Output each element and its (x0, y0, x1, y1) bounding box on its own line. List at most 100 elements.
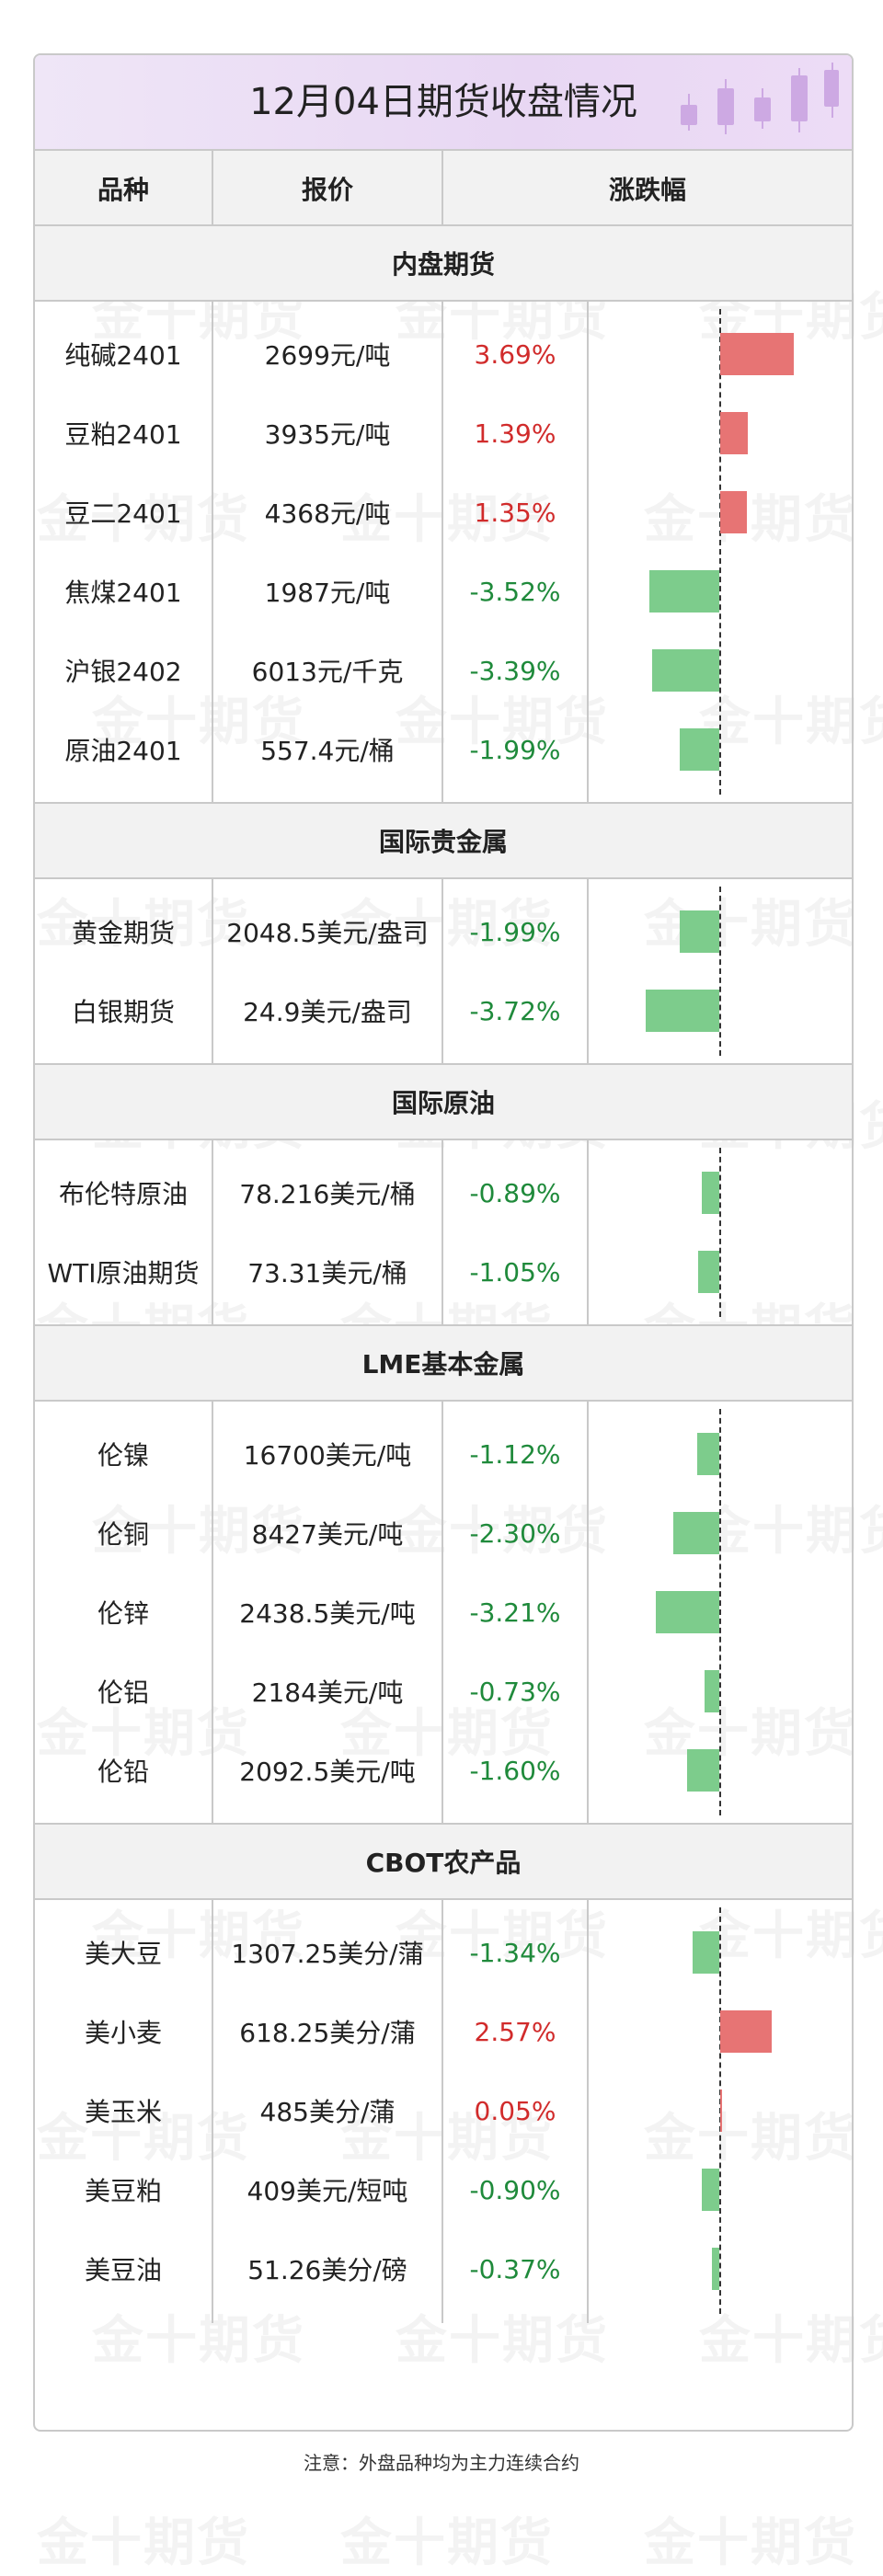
variety-name: WTI原油期货 (47, 1258, 200, 1288)
change-bar (680, 728, 719, 771)
price-value: 2699元/吨 (264, 340, 391, 371)
change-bar (720, 412, 749, 454)
variety-name: 美豆油 (84, 2255, 162, 2285)
change-bar (720, 333, 794, 375)
price-value: 51.26美分/磅 (247, 2255, 407, 2285)
price-value: 24.9美元/盎司 (243, 997, 412, 1027)
table-row: 伦锌 2438.5美元/吨 -3.21% (35, 1573, 852, 1652)
variety-name: 伦铅 (97, 1757, 149, 1787)
change-bar (701, 1172, 719, 1214)
change-percent: -0.37% (469, 2253, 561, 2284)
price-value: 16700美元/吨 (243, 1440, 412, 1471)
column-header-variety: 品种 (97, 175, 149, 205)
zero-baseline (719, 309, 721, 795)
watermark-text: 金十期货 (644, 2502, 857, 2576)
table-row: 伦镍 16700美元/吨 -1.12% (35, 1414, 852, 1494)
change-bar (648, 570, 719, 613)
change-percent: -1.99% (469, 734, 561, 765)
change-percent: -2.30% (469, 1517, 561, 1549)
change-bar (645, 990, 719, 1032)
section-title: CBOT农产品 (365, 1848, 522, 1878)
page-title: 12月04日期货收盘情况 (249, 81, 637, 123)
price-value: 2438.5美元/吨 (239, 1598, 416, 1629)
change-bar (720, 2010, 772, 2053)
table-row: 白银期货 24.9美元/盎司 -3.72% (35, 971, 852, 1050)
change-bar (720, 2089, 722, 2132)
column-header-price: 报价 (301, 175, 353, 205)
change-bar (687, 1749, 719, 1792)
footer-note: 注意：外盘品种均为主力连续合约 (304, 2452, 579, 2474)
change-bar (701, 2169, 719, 2211)
table-row: 黄金期货 2048.5美元/盎司 -1.99% (35, 892, 852, 971)
price-value: 2092.5美元/吨 (239, 1757, 416, 1787)
table-row: 焦煤2401 1987元/吨 -3.52% (35, 552, 852, 631)
change-percent: -1.99% (469, 916, 561, 947)
variety-name: 豆二2401 (64, 498, 182, 529)
column-header-change: 涨跌幅 (608, 175, 686, 205)
change-bar (693, 1931, 719, 1974)
price-value: 8427美元/吨 (251, 1519, 404, 1550)
change-bar (651, 649, 719, 692)
price-value: 1987元/吨 (264, 578, 391, 608)
change-percent: -1.34% (469, 1937, 561, 1968)
table-row: 原油2401 557.4元/桶 -1.99% (35, 710, 852, 789)
variety-name: 焦煤2401 (64, 578, 182, 608)
table-row: 美大豆 1307.25美分/蒲 -1.34% (35, 1913, 852, 1992)
table-row: 美豆油 51.26美分/磅 -0.37% (35, 2229, 852, 2308)
header-banner: 12月04日期货收盘情况 (35, 55, 852, 151)
table-row: 豆粕2401 3935元/吨 1.39% (35, 394, 852, 473)
table-row: 美玉米 485美分/蒲 0.05% (35, 2071, 852, 2150)
price-value: 557.4元/桶 (260, 736, 395, 766)
section-header: CBOT农产品 (35, 1823, 852, 1900)
change-bar (655, 1591, 719, 1633)
section-block: 黄金期货 2048.5美元/盎司 -1.99% 白银期货 24.9美元/盎司 -3.72% (35, 877, 852, 1065)
change-percent: 3.69% (474, 338, 556, 370)
change-bar (696, 1433, 719, 1475)
price-value: 2048.5美元/盎司 (226, 918, 429, 948)
zero-baseline (719, 887, 721, 1056)
variety-name: 白银期货 (71, 997, 175, 1027)
section-header: 内盘期货 (35, 224, 852, 302)
price-value: 618.25美分/蒲 (239, 2018, 416, 2048)
section-title: 内盘期货 (391, 249, 495, 280)
section-header: 国际原油 (35, 1063, 852, 1140)
column-header-row: 品种 报价 涨跌幅 (35, 151, 852, 228)
change-bar (705, 1670, 719, 1712)
table-row: 纯碱2401 2699元/吨 3.69% (35, 315, 852, 394)
change-percent: -0.73% (469, 1676, 561, 1707)
change-percent: -3.39% (469, 655, 561, 686)
change-bar (720, 491, 748, 533)
change-percent: -1.12% (469, 1438, 561, 1470)
table-row: 豆二2401 4368元/吨 1.35% (35, 473, 852, 552)
variety-name: 纯碱2401 (64, 340, 182, 371)
change-percent: -3.21% (469, 1597, 561, 1628)
section-block: 纯碱2401 2699元/吨 3.69% 豆粕2401 3935元/吨 1.39% 豆二24… (35, 300, 852, 804)
candlestick-decoration (662, 61, 846, 145)
variety-name: 美玉米 (84, 2097, 162, 2127)
table-row: 伦铅 2092.5美元/吨 -1.60% (35, 1731, 852, 1810)
change-percent: -0.90% (469, 2174, 561, 2205)
price-value: 78.216美元/桶 (239, 1179, 416, 1209)
change-percent: -1.05% (469, 1256, 561, 1288)
variety-name: 伦铜 (97, 1519, 149, 1550)
price-value: 2184美元/吨 (251, 1677, 404, 1708)
change-percent: 1.39% (474, 418, 556, 449)
change-percent: -3.72% (469, 995, 561, 1026)
zero-baseline (719, 1148, 721, 1317)
variety-name: 美豆粕 (84, 2176, 162, 2206)
variety-name: 沪银2402 (64, 657, 182, 687)
futures-card: 12月04日期货收盘情况 品种 报价 涨跌幅 内盘期货纯碱2401 2699元/吨… (33, 53, 854, 2432)
section-block: 伦镍 16700美元/吨 -1.12% 伦铜 8427美元/吨 -2.30% 伦锌 2438.… (35, 1400, 852, 1825)
section-header: 国际贵金属 (35, 802, 852, 879)
watermark-text: 金十期货 (37, 2502, 250, 2576)
price-value: 4368元/吨 (264, 498, 391, 529)
change-bar (680, 910, 719, 953)
table-row: 美小麦 618.25美分/蒲 2.57% (35, 1992, 852, 2071)
change-percent: -0.89% (469, 1177, 561, 1208)
table-row: 伦铜 8427美元/吨 -2.30% (35, 1494, 852, 1573)
table-row: 美豆粕 409美元/短吨 -0.90% (35, 2150, 852, 2229)
price-value: 73.31美元/桶 (247, 1258, 407, 1288)
variety-name: 伦镍 (97, 1440, 149, 1471)
change-percent: -3.52% (469, 576, 561, 607)
variety-name: 伦铝 (97, 1677, 149, 1708)
